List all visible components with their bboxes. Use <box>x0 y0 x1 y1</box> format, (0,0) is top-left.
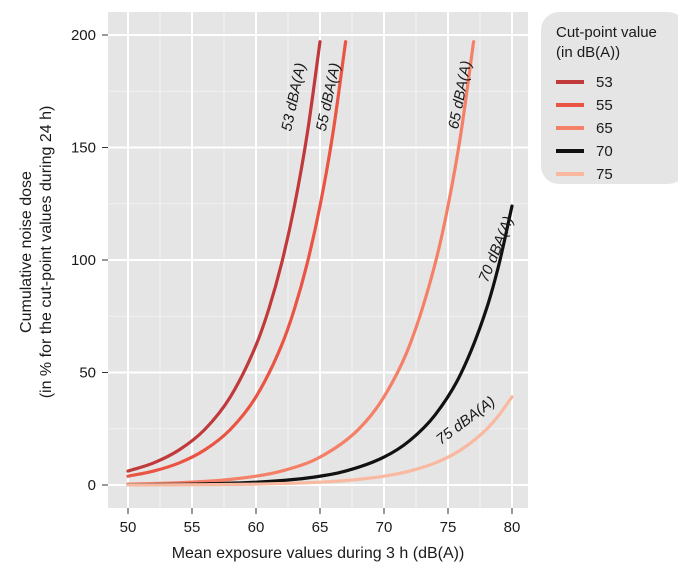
legend-box <box>541 12 678 184</box>
series-line-65 <box>126 40 476 486</box>
y-axis-ticks: 0 50 100 150 200 <box>71 27 108 494</box>
x-tick-label: 70 <box>376 519 393 536</box>
y-tick-label: 0 <box>88 477 96 494</box>
legend-label-53: 53 <box>596 74 613 91</box>
x-tick-label: 60 <box>248 519 265 536</box>
legend-label-55: 55 <box>596 97 613 114</box>
x-tick-label: 80 <box>504 519 521 536</box>
y-axis-title-line1: Cumulative noise dose <box>18 171 35 333</box>
legend-label-75: 75 <box>596 166 613 183</box>
y-axis-title: Cumulative noise dose (in % for the cut-… <box>18 106 55 399</box>
legend-label-65: 65 <box>596 120 613 137</box>
legend: Cut-point value (in dB(A)) 53 55 65 70 75 <box>541 12 678 184</box>
y-tick-label: 50 <box>79 365 96 382</box>
x-tick-label: 75 <box>440 519 457 536</box>
legend-items: 53 55 65 70 75 <box>556 74 613 183</box>
legend-label-70: 70 <box>596 143 613 160</box>
x-tick-label: 55 <box>184 519 201 536</box>
legend-title-line1: Cut-point value <box>556 24 657 41</box>
legend-title-line2: (in dB(A)) <box>556 44 620 61</box>
x-axis-title: Mean exposure values during 3 h (dB(A)) <box>172 545 465 562</box>
y-tick-label: 100 <box>71 252 96 269</box>
x-tick-label: 50 <box>120 519 137 536</box>
series-line-55 <box>126 40 348 478</box>
series-lines <box>126 40 514 487</box>
grid <box>108 12 528 508</box>
series-line-53 <box>126 40 322 473</box>
x-tick-label: 65 <box>312 519 329 536</box>
y-tick-label: 150 <box>71 140 96 157</box>
y-axis-title-line2: (in % for the cut-point values during 24… <box>38 106 55 399</box>
x-axis-ticks: 50 55 60 65 70 75 80 <box>120 508 521 536</box>
series-line-75 <box>126 395 514 487</box>
y-tick-label: 200 <box>71 27 96 44</box>
